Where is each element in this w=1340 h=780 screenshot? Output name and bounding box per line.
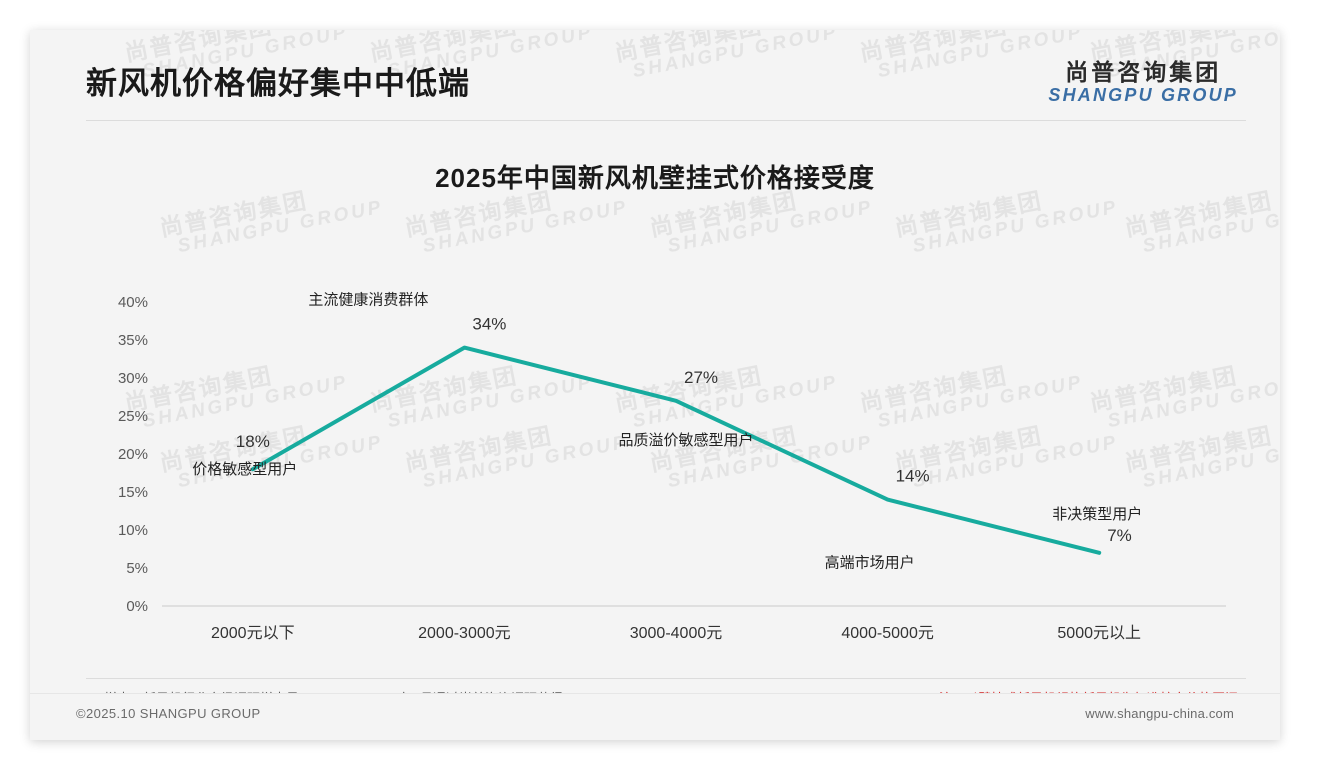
data-point-value-label: 14% [896,467,930,486]
data-point-value-label: 27% [684,368,718,387]
x-axis-category-label: 5000元以上 [1057,624,1141,642]
brand-name-en: SHANGPU GROUP [1048,85,1238,106]
page-title: 新风机价格偏好集中中低端 [86,66,470,101]
data-series [250,345,1102,555]
brand-logo: 尚普咨询集团 SHANGPU GROUP [1048,59,1238,106]
x-axis-category-label: 4000-5000元 [841,625,934,642]
data-point-value-label: 18% [236,432,270,451]
x-axis-category-label: 3000-4000元 [630,625,723,642]
chart-svg: 0% 5% 10% 15% 20% 25% 30% 35% 40% 2000元以下 2000-30… [118,292,1226,642]
data-labels: 18% 34% 27% 14% 7% 价格敏感型用户 主流健康消费群体品质溢价敏感型用户高端… [192,292,1142,572]
y-axis-tick-label: 20% [118,446,148,463]
x-axis-category-label: 2000元以下 [211,625,295,642]
header-divider [86,120,1246,121]
data-point-annotation: 高端市场用户 [825,555,915,572]
slide-footer: ©2025.10 SHANGPU GROUP www.shangpu-china… [30,693,1280,740]
data-point-annotation: 价格敏感型用户 [192,461,297,478]
y-axis-tick-label: 15% [118,484,148,501]
y-axis-tick-label: 30% [118,370,148,387]
data-point-value-label: 7% [1107,526,1132,545]
y-axis-tick-label: 10% [118,522,148,539]
y-axis-tick-label: 0% [126,598,148,615]
data-point-annotation: 非决策型用户 [1052,506,1142,523]
data-point-annotation: 主流健康消费群体 [308,292,428,309]
brand-name-cn: 尚普咨询集团 [1065,59,1222,85]
line-chart: 0% 5% 10% 15% 20% 25% 30% 35% 40% 2000元以下 2000-30… [30,230,1280,650]
x-axis-category-label: 2000-3000元 [418,625,511,642]
series-line [250,345,1102,555]
y-axis-tick-label: 40% [118,294,148,311]
x-axis: 2000元以下 2000-3000元 3000-4000元 4000-5000元 500… [162,605,1226,642]
data-point-value-label: 34% [472,315,506,334]
website-link[interactable]: www.shangpu-china.com [1085,706,1234,721]
data-point-annotation: 品质溢价敏感型用户 [618,432,753,449]
slide-header: 新风机价格偏好集中中低端 尚普咨询集团 SHANGPU GROUP [30,30,1280,121]
y-axis: 0% 5% 10% 15% 20% 25% 30% 35% 40% [118,294,148,615]
chart-title: 2025年中国新风机壁挂式价格接受度 [435,163,875,193]
copyright-text: ©2025.10 SHANGPU GROUP [76,706,261,721]
slide-card: 尚普咨询集团 SHANGPU GROUP 尚普咨询集团 SHANGPU GROUP 尚普… [30,30,1280,740]
y-axis-tick-label: 25% [118,408,148,425]
y-axis-tick-label: 5% [126,560,148,577]
y-axis-tick-label: 35% [118,332,148,349]
